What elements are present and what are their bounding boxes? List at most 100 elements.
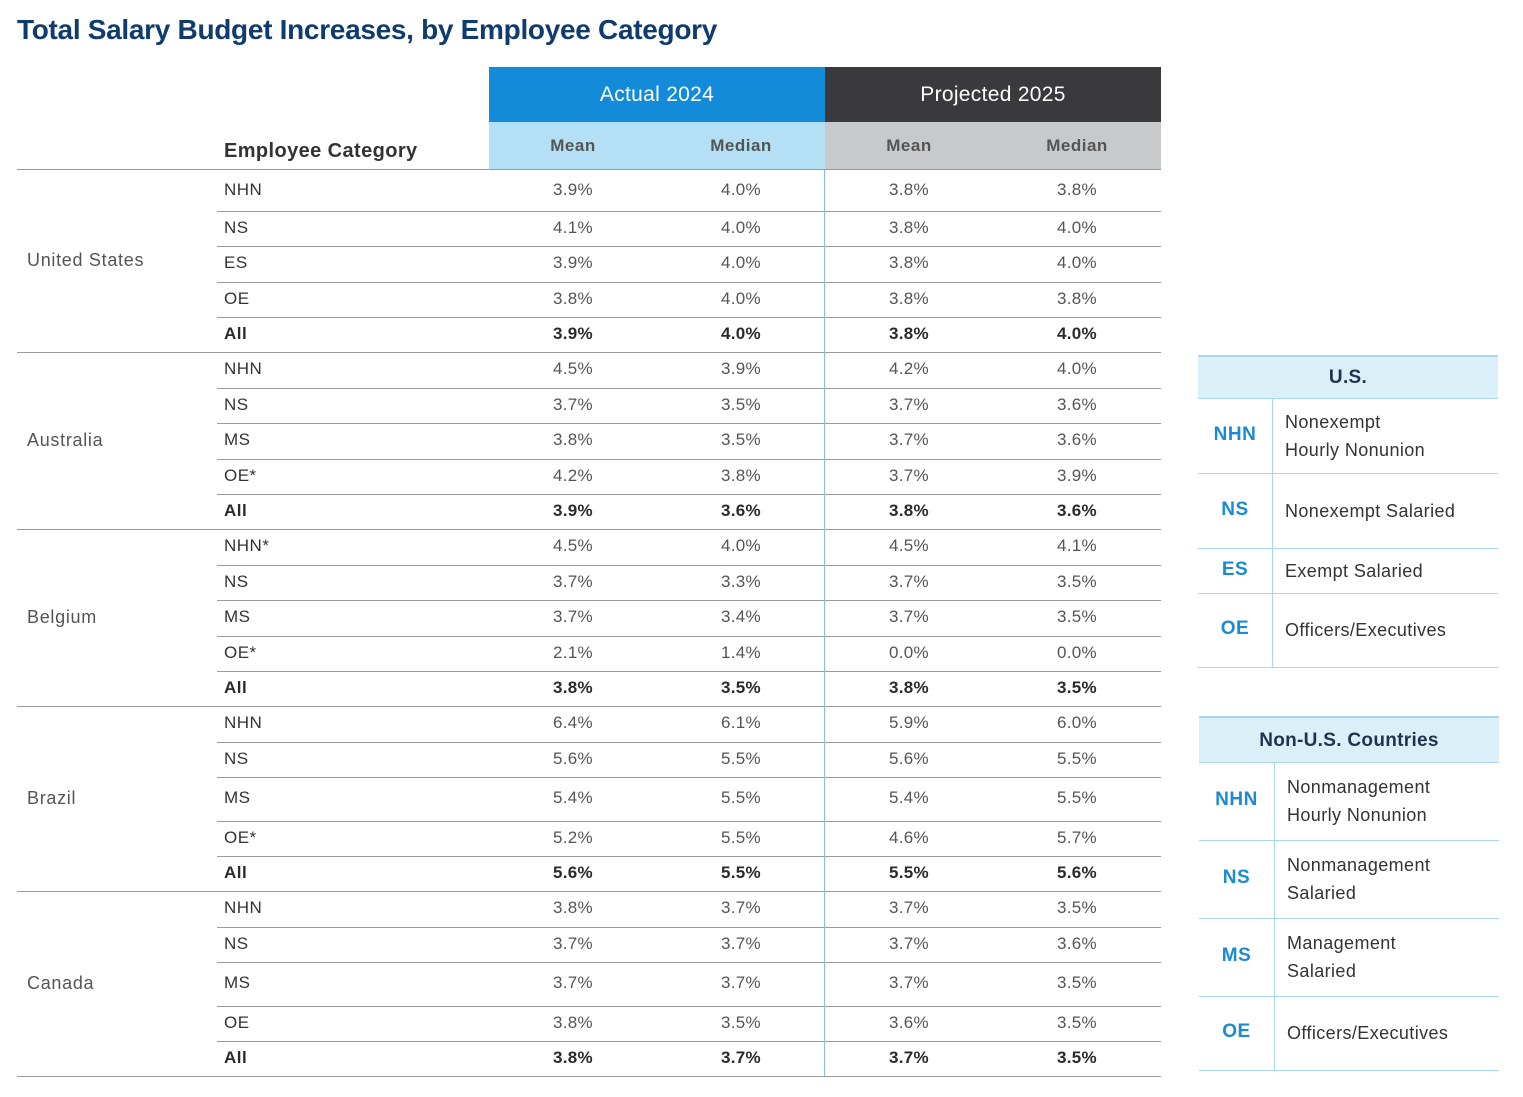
category-label: MS (224, 788, 251, 807)
table-cell: 5.5% (721, 827, 761, 847)
category-label: NHN (224, 179, 263, 199)
table-cell: 3.9% (553, 500, 593, 520)
table-cell: 5.7% (1057, 827, 1097, 847)
table-cell: 5.5% (1057, 748, 1097, 768)
legend-definition-line: Management (1287, 933, 1397, 953)
legend-definition-line: Nonexempt Salaried (1285, 500, 1456, 521)
table-cell: 3.9% (553, 253, 593, 272)
table-top-rule (17, 169, 1161, 170)
table-cell: 3.5% (1057, 571, 1097, 591)
legend-definition-line: Salaried (1287, 883, 1357, 903)
table-cell: 3.5% (1057, 677, 1097, 697)
category-label: ES (224, 253, 248, 272)
table-cell: 4.0% (1057, 323, 1097, 343)
table-cell: 3.8% (1057, 179, 1097, 199)
category-label: OE (224, 288, 250, 308)
group-divider (17, 891, 1161, 892)
table-cell: 3.5% (721, 394, 761, 414)
row-divider (217, 388, 1161, 389)
table-cell: 6.4% (553, 713, 593, 732)
table-cell: 3.8% (889, 217, 929, 237)
table-cell: 4.2% (553, 465, 593, 485)
table-cell: 3.8% (553, 677, 593, 697)
table-cell: 3.6% (1057, 500, 1097, 520)
category-label: NS (224, 394, 249, 414)
category-label: NHN* (224, 536, 270, 555)
table-cell: 4.0% (721, 288, 761, 308)
table-cell: 3.8% (553, 288, 593, 308)
subheader-actual-mean: Mean (550, 136, 596, 155)
table-cell: 3.7% (889, 430, 929, 449)
row-divider (217, 459, 1161, 460)
legend-abbr: OE (1222, 1021, 1251, 1042)
legend-rule (1199, 840, 1499, 841)
row-divider (217, 317, 1161, 318)
table-cell: 3.5% (1057, 898, 1097, 917)
table-cell: 0.0% (1057, 642, 1097, 662)
table-cell: 3.8% (553, 1047, 593, 1067)
table-cell: 2.1% (553, 642, 593, 662)
table-cell: 6.0% (1057, 713, 1097, 732)
legend-definition: Nonexempt Salaried (1285, 497, 1455, 525)
category-label: All (224, 323, 248, 343)
table-cell: 3.5% (1057, 1012, 1097, 1032)
subheader-projected-band (825, 122, 1161, 170)
legend-definition: Nonmanagement Salaried (1287, 851, 1430, 907)
table-cell: 3.7% (553, 933, 593, 953)
table-cell: 4.0% (721, 536, 761, 555)
table-cell: 3.7% (889, 571, 929, 591)
table-cell: 3.7% (889, 933, 929, 953)
legend-definition: Nonmanagement Hourly Nonunion (1287, 773, 1430, 829)
legend-definition: Management Salaried (1287, 929, 1396, 985)
table-cell: 3.7% (889, 898, 929, 917)
legend-definition-line: Salaried (1287, 961, 1357, 981)
table-cell: 3.8% (1057, 288, 1097, 308)
table-cell: 3.6% (1057, 394, 1097, 414)
table-cell: 4.1% (553, 217, 593, 237)
table-cell: 5.5% (721, 788, 761, 807)
legend-definition: Officers/Executives (1287, 1019, 1448, 1047)
legend-definition-line: Nonmanagement (1287, 855, 1431, 875)
table-cell: 3.7% (889, 973, 929, 992)
table-cell: 4.0% (721, 217, 761, 237)
legend-definition-line: Nonmanagement (1287, 777, 1431, 797)
table-cell: 3.6% (1057, 933, 1097, 953)
category-label: All (224, 500, 248, 520)
legend-definition-line: Exempt Salaried (1285, 560, 1424, 581)
legend-non-us-title: Non-U.S. Countries (1199, 716, 1499, 763)
table-cell: 3.7% (721, 933, 761, 953)
legend-rule (1198, 398, 1498, 399)
table-cell: 4.6% (889, 827, 929, 847)
row-divider (217, 777, 1161, 778)
row-divider (217, 742, 1161, 743)
legend-rule (1198, 473, 1498, 474)
table-cell: 5.6% (553, 748, 593, 768)
category-label: NS (224, 217, 249, 237)
table-cell: 4.5% (889, 536, 929, 555)
row-divider (217, 565, 1161, 566)
table-cell: 3.9% (553, 179, 593, 199)
country-label: Canada (27, 972, 95, 993)
category-label: OE (224, 1012, 250, 1032)
table-cell: 3.9% (1057, 465, 1097, 485)
table-cell: 5.5% (889, 862, 929, 882)
legend-rule (1198, 548, 1498, 549)
table-cell: 4.2% (889, 359, 929, 378)
legend-definition-line: Hourly Nonunion (1285, 439, 1426, 460)
table-cell: 3.7% (889, 1047, 929, 1067)
table-cell: 3.8% (553, 898, 593, 917)
category-label: MS (224, 430, 251, 449)
legend-abbr: MS (1221, 945, 1252, 966)
group-divider (17, 352, 1161, 353)
table-cell: 4.0% (1057, 253, 1097, 272)
group-divider (17, 529, 1161, 530)
country-label: United States (27, 250, 145, 270)
country-label: Brazil (27, 787, 77, 808)
table-cell: 5.5% (721, 748, 761, 768)
category-label: NHN (224, 713, 263, 732)
table-cell: 3.9% (553, 323, 593, 343)
legend-abbr: NHN (1215, 789, 1258, 810)
legend-abbr: NS (1221, 498, 1249, 520)
row-divider (217, 211, 1161, 212)
legend-abbr: ES (1221, 558, 1249, 580)
